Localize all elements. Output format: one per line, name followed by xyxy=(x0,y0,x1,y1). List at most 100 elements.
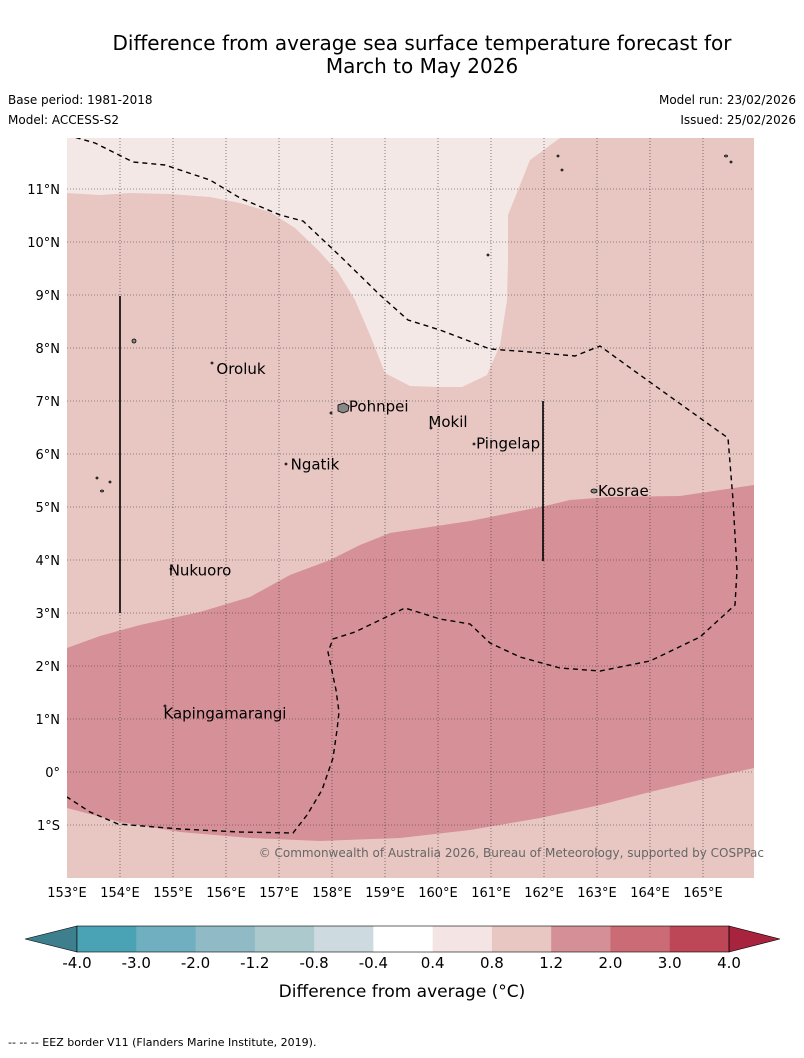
eez-source-note: -- -- -- EEZ border V11 (Flanders Marine… xyxy=(8,1036,317,1049)
latitude-labels: 11°N 10°N 9°N 8°N 7°N 6°N 5°N 4°N 3°N 2°N 1°N 0° 1°S xyxy=(27,183,60,834)
colorbar-tick-label: 2.0 xyxy=(599,954,623,972)
title-line-1: Difference from average sea surface temp… xyxy=(112,31,732,55)
colorbar-segment xyxy=(373,926,434,952)
longitude-label: 153°E xyxy=(47,886,87,901)
colorbar-tick-labels: -4.0 -3.0 -2.0 -1.2 -0.8 -0.4 0.4 0.8 1.2 2.0 3.0 4… xyxy=(62,954,741,972)
colorbar xyxy=(24,925,781,953)
colorbar-segment xyxy=(77,926,137,952)
atoll-shape xyxy=(210,361,214,365)
anomaly-band-0.4-0.8 xyxy=(67,138,560,387)
place-label-oroluk: Oroluk xyxy=(216,360,265,378)
latitude-label: 11°N xyxy=(27,183,60,198)
colorbar-segment xyxy=(432,926,493,952)
atoll-shape xyxy=(100,489,104,493)
place-labels: Oroluk Pohnpei Mokil Pingelap Ngatik Kosrae Nu… xyxy=(163,360,648,723)
atoll-shape xyxy=(556,154,560,158)
place-label-pingelap: Pingelap xyxy=(476,434,540,452)
longitude-label: 158°E xyxy=(312,886,352,901)
atoll-shape xyxy=(724,154,728,158)
base-period: Base period: 1981-2018 xyxy=(8,93,153,107)
colorbar-segment xyxy=(610,926,671,952)
atoll-shape xyxy=(486,253,490,257)
atoll-shape xyxy=(95,476,99,480)
colorbar-tick-label: -0.8 xyxy=(299,954,328,972)
longitude-label: 157°E xyxy=(259,886,299,901)
place-label-ngatik: Ngatik xyxy=(291,456,340,474)
colorbar-outline xyxy=(76,925,730,953)
model-run-date: Model run: 23/02/2026 xyxy=(658,93,796,107)
latitude-label: 2°N xyxy=(36,660,61,675)
atoll-shape xyxy=(729,160,733,164)
latitude-label: 7°N xyxy=(36,395,61,410)
latitude-label: 9°N xyxy=(36,289,61,304)
colorbar-segment xyxy=(551,926,611,952)
longitude-label: 154°E xyxy=(100,886,140,901)
latitude-label: 4°N xyxy=(36,554,61,569)
atoll-shape xyxy=(329,411,333,415)
colorbar-segment xyxy=(491,926,552,952)
latitude-label: 0° xyxy=(45,766,60,781)
eez-line-north xyxy=(67,138,738,834)
colorbar-extend-low xyxy=(24,925,78,953)
colorbar-tick-label: 0.8 xyxy=(480,954,504,972)
latitude-label: 10°N xyxy=(27,236,60,251)
longitude-label: 160°E xyxy=(418,886,458,901)
pohnpei-island-shape xyxy=(337,402,350,414)
colorbar-tick-label: 3.0 xyxy=(658,954,682,972)
latitude-label: 5°N xyxy=(36,501,61,516)
longitude-label: 159°E xyxy=(365,886,405,901)
issued-date: Issued: 25/02/2026 xyxy=(680,113,796,127)
colorbar-tick-label: -1.2 xyxy=(240,954,269,972)
atoll-shape xyxy=(108,480,112,484)
anomaly-band-1.2-2.0 xyxy=(67,485,754,841)
colorbar-tick-label: -3.0 xyxy=(122,954,151,972)
atoll-shape xyxy=(169,567,173,571)
longitude-label: 156°E xyxy=(206,886,246,901)
colorbar-segment xyxy=(314,926,374,952)
sst-anomaly-field xyxy=(67,138,754,878)
colorbar-segment xyxy=(254,926,315,952)
latitude-label: 6°N xyxy=(36,448,61,463)
map-figure: Oroluk Pohnpei Mokil Pingelap Ngatik Kosrae Nu… xyxy=(24,138,781,1002)
copyright-notice: © Commonwealth of Australia 2026, Bureau… xyxy=(259,846,764,860)
model-name: Model: ACCESS-S2 xyxy=(8,113,120,127)
colorbar-segment xyxy=(136,926,197,952)
place-label-nukuoro: Nukuoro xyxy=(169,562,232,580)
colorbar-tick-label: -4.0 xyxy=(62,954,91,972)
longitude-label: 161°E xyxy=(471,886,511,901)
longitude-label: 163°E xyxy=(577,886,617,901)
colorbar-title: Difference from average (°C) xyxy=(279,982,526,1002)
colorbar-tick-label: 4.0 xyxy=(717,954,741,972)
colorbar-extend-high xyxy=(728,925,781,953)
latitude-label: 1°S xyxy=(37,819,60,834)
atoll-shape xyxy=(284,462,288,466)
longitude-labels: 153°E 154°E 155°E 156°E 157°E 158°E 159°E 160°E… xyxy=(47,886,723,901)
atoll-shape xyxy=(429,426,433,430)
place-label-pohnpei: Pohnpei xyxy=(349,397,409,415)
colorbar-tick-label: 1.2 xyxy=(539,954,563,972)
atoll-shape xyxy=(560,168,564,172)
colorbar-tick-label: -0.4 xyxy=(359,954,388,972)
eez-border xyxy=(67,138,738,834)
islands xyxy=(95,154,733,708)
longitude-label: 155°E xyxy=(153,886,193,901)
atoll-shape xyxy=(131,338,137,344)
longitude-label: 162°E xyxy=(524,886,564,901)
colorbar-segment xyxy=(195,926,256,952)
latitude-label: 1°N xyxy=(36,713,61,728)
kosrae-island-shape xyxy=(590,488,598,494)
place-label-mokil: Mokil xyxy=(428,413,467,431)
colorbar-tick-label: 0.4 xyxy=(421,954,445,972)
colorbar-tick-label: -2.0 xyxy=(181,954,210,972)
place-label-kapingamarangi: Kapingamarangi xyxy=(163,705,286,723)
latitude-label: 3°N xyxy=(36,607,61,622)
longitude-label: 165°E xyxy=(683,886,723,901)
map-title: Difference from average sea surface temp… xyxy=(40,32,804,78)
title-line-2: March to May 2026 xyxy=(325,54,519,78)
graticule xyxy=(67,138,754,878)
latitude-label: 8°N xyxy=(36,342,61,357)
colorbar-segment xyxy=(669,926,730,952)
atoll-shape xyxy=(472,442,476,446)
place-label-kosrae: Kosrae xyxy=(598,482,649,500)
longitude-label: 164°E xyxy=(630,886,670,901)
